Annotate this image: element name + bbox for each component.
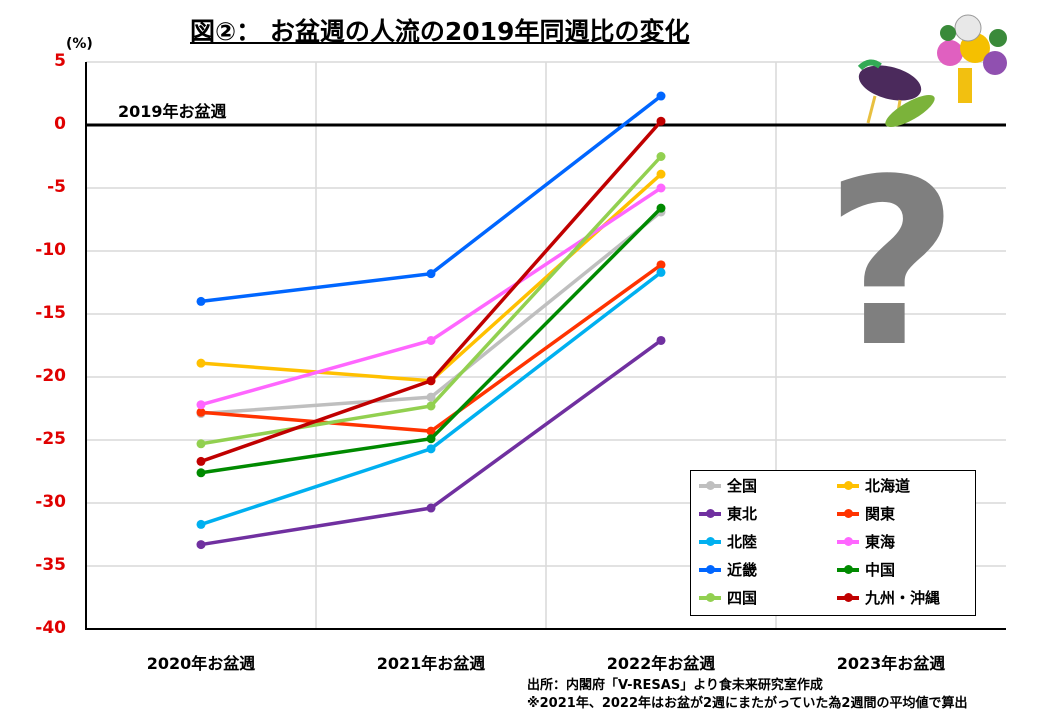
legend-label: 関東	[865, 505, 896, 523]
y-tick-label: -35	[35, 555, 66, 575]
legend-swatch	[837, 536, 859, 546]
x-tick-label: 2023年お盆週	[836, 654, 946, 673]
chart-title: 図②： お盆週の人流の2019年同週比の変化	[190, 17, 690, 46]
data-point	[426, 503, 436, 513]
data-point	[656, 183, 666, 193]
series-line-5	[200, 186, 662, 407]
data-point	[426, 335, 436, 345]
data-point	[656, 260, 666, 270]
footnote-text: ※2021年、2022年はお盆が2週にまたがっていた為2週間の平均値で算出	[527, 696, 968, 711]
data-point	[196, 407, 206, 417]
data-point	[426, 401, 436, 411]
legend-label: 近畿	[727, 561, 758, 579]
legend-item: 九州・沖縄	[837, 587, 940, 608]
y-tick-label: -40	[35, 618, 66, 638]
data-point	[426, 426, 436, 436]
source-note: 出所：内閣府「V-RESAS」より食未来研究室作成 ※2021年、2022年はお…	[527, 677, 967, 713]
data-point	[426, 269, 436, 279]
data-point	[656, 116, 666, 126]
legend-swatch	[699, 592, 721, 602]
legend-item: 四国	[699, 587, 757, 608]
y-axis-unit: (%)	[66, 36, 93, 52]
legend-swatch	[837, 564, 859, 574]
source-text: 出所：内閣府「V-RESAS」より食未来研究室作成	[527, 678, 823, 693]
legend-item: 関東	[837, 503, 895, 524]
legend-swatch	[699, 480, 721, 490]
legend-item: 中国	[837, 559, 895, 580]
legend-label: 東海	[865, 533, 896, 551]
y-tick-label: 0	[54, 114, 66, 134]
y-tick-label: -25	[35, 429, 66, 449]
data-point	[656, 91, 666, 101]
data-point	[196, 456, 206, 466]
legend-label: 九州・沖縄	[865, 589, 941, 607]
data-point	[196, 519, 206, 529]
data-point	[426, 434, 436, 444]
y-tick-label: -30	[35, 492, 66, 512]
legend-item: 北海道	[837, 475, 910, 496]
data-point	[196, 296, 206, 306]
legend-swatch	[699, 564, 721, 574]
y-tick-label: -15	[35, 303, 66, 323]
legend: 全国 北海道東北 関東北陸 東海近畿 中国四国 九州・沖縄	[690, 470, 976, 616]
x-tick-label: 2021年お盆週	[376, 654, 486, 673]
data-point	[196, 400, 206, 410]
data-point	[196, 468, 206, 478]
x-tick-label: 2020年お盆週	[146, 654, 256, 673]
legend-item: 近畿	[699, 559, 757, 580]
legend-item: 全国	[699, 475, 757, 496]
data-point	[426, 392, 436, 402]
y-tick-label: -10	[35, 240, 66, 260]
x-tick-label: 2022年お盆週	[606, 654, 716, 673]
data-point	[656, 152, 666, 161]
legend-label: 全国	[727, 477, 758, 495]
data-point	[426, 444, 436, 454]
legend-item: 北陸	[699, 531, 757, 552]
legend-swatch	[837, 592, 859, 602]
y-tick-label: 5	[54, 51, 66, 71]
data-point	[196, 439, 206, 449]
data-point	[656, 203, 666, 213]
data-point	[656, 335, 666, 345]
legend-swatch	[837, 480, 859, 490]
y-tick-label: -20	[35, 366, 66, 386]
y-tick-label: -5	[47, 177, 66, 197]
reference-label: 2019年お盆週	[118, 102, 227, 121]
legend-swatch	[699, 536, 721, 546]
question-mark: ?	[825, 131, 959, 398]
legend-swatch	[699, 508, 721, 518]
legend-swatch	[837, 508, 859, 518]
obon-decoration-icon	[857, 14, 1007, 128]
legend-label: 四国	[727, 589, 758, 607]
data-point	[656, 169, 666, 179]
legend-item: 東北	[699, 503, 757, 524]
data-point	[196, 540, 206, 550]
legend-label: 東北	[727, 505, 758, 523]
data-point	[426, 376, 436, 386]
data-point	[656, 267, 666, 277]
legend-label: 北陸	[727, 533, 758, 551]
legend-label: 中国	[865, 561, 896, 579]
legend-label: 北海道	[865, 477, 911, 495]
data-point	[196, 358, 206, 368]
legend-item: 東海	[837, 531, 895, 552]
